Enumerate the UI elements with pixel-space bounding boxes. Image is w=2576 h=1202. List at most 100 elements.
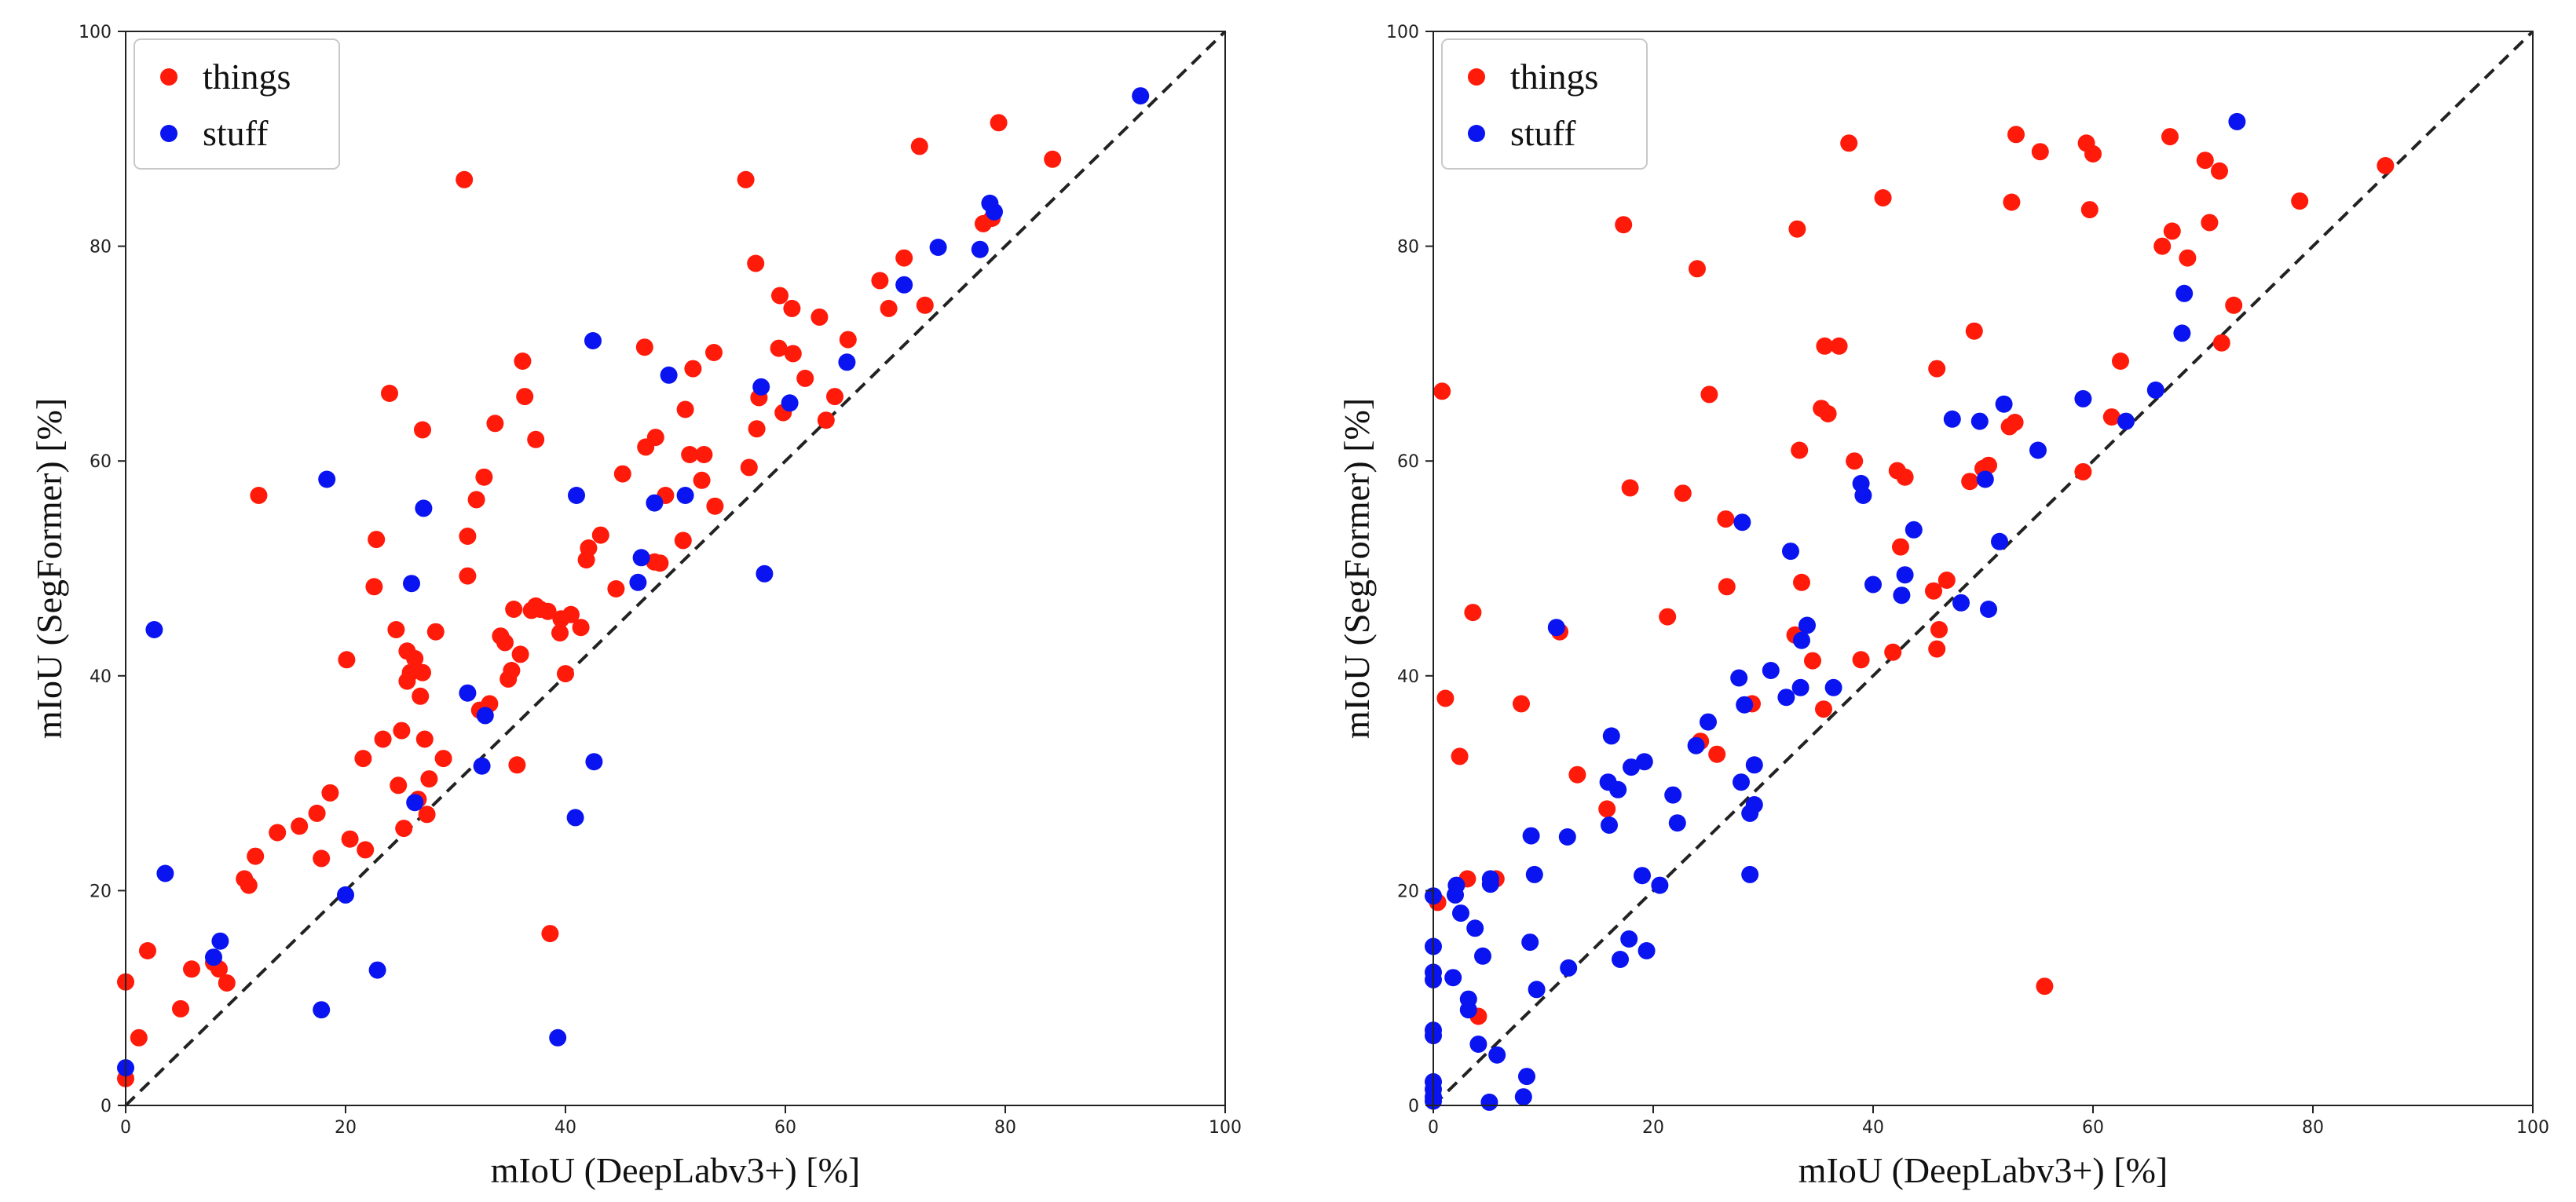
point-things bbox=[1925, 582, 1942, 600]
point-things bbox=[486, 415, 504, 433]
point-things bbox=[459, 528, 477, 545]
point-things bbox=[2211, 162, 2228, 180]
point-stuff bbox=[646, 494, 664, 512]
point-things bbox=[695, 446, 713, 463]
point-things bbox=[496, 634, 514, 652]
point-things bbox=[456, 170, 474, 188]
point-things bbox=[503, 662, 521, 679]
x-tick-label: 100 bbox=[2516, 1118, 2549, 1138]
point-stuff bbox=[1474, 947, 1491, 965]
x-ticks-right: 0 20 40 60 80 100 bbox=[1428, 1105, 2549, 1138]
point-stuff bbox=[1558, 828, 1576, 846]
point-stuff bbox=[1864, 575, 1882, 594]
point-stuff bbox=[1637, 942, 1656, 959]
point-things bbox=[365, 578, 383, 596]
point-things bbox=[2291, 192, 2309, 210]
point-stuff bbox=[1444, 969, 1462, 987]
legend-box bbox=[134, 38, 340, 170]
point-things bbox=[826, 388, 843, 406]
x-axis-title-right: mIoU (DeepLabv3+) [%] bbox=[1798, 1150, 2168, 1190]
point-things bbox=[2031, 143, 2049, 161]
point-things bbox=[459, 567, 477, 585]
point-things bbox=[1791, 441, 1809, 459]
point-things bbox=[420, 770, 438, 788]
point-things bbox=[684, 360, 702, 378]
point-stuff bbox=[1893, 586, 1911, 605]
point-stuff bbox=[1620, 930, 1638, 948]
point-things bbox=[895, 249, 913, 267]
point-stuff bbox=[1700, 713, 1717, 731]
point-things bbox=[810, 308, 829, 326]
point-stuff bbox=[476, 707, 494, 725]
point-stuff bbox=[1651, 876, 1669, 894]
point-things bbox=[770, 339, 788, 357]
points-right bbox=[1425, 112, 2395, 1111]
y-tick-label: 60 bbox=[90, 452, 112, 472]
point-things bbox=[1819, 405, 1837, 422]
point-things bbox=[401, 663, 419, 681]
point-things bbox=[2377, 157, 2395, 174]
point-things bbox=[607, 580, 625, 597]
point-stuff bbox=[1736, 696, 1754, 714]
point-things bbox=[2006, 414, 2024, 431]
point-things bbox=[381, 385, 398, 402]
point-things bbox=[1804, 652, 1821, 670]
point-stuff bbox=[1896, 566, 1914, 584]
point-things bbox=[250, 487, 268, 504]
point-things bbox=[291, 817, 309, 835]
legend-marker-stuff bbox=[1468, 125, 1485, 142]
point-things bbox=[313, 849, 331, 868]
point-things bbox=[676, 400, 694, 418]
point-stuff bbox=[1488, 1046, 1506, 1064]
point-things bbox=[511, 645, 529, 663]
legend-label-stuff: stuff bbox=[1510, 113, 1576, 153]
identity-line-left bbox=[124, 30, 1227, 1107]
point-things bbox=[240, 876, 258, 894]
identity-line-right bbox=[1432, 30, 2534, 1107]
point-things bbox=[1937, 572, 1956, 589]
point-stuff bbox=[1970, 412, 1989, 430]
point-stuff bbox=[660, 366, 678, 384]
point-things bbox=[1615, 216, 1633, 234]
point-things bbox=[1961, 473, 1979, 491]
point-things bbox=[2074, 462, 2092, 480]
point-things bbox=[338, 651, 356, 669]
point-things bbox=[139, 942, 156, 959]
y-tick-label: 60 bbox=[1397, 452, 1419, 472]
point-things bbox=[172, 999, 189, 1017]
point-things bbox=[341, 830, 359, 848]
point-things bbox=[387, 621, 405, 638]
point-things bbox=[415, 730, 434, 748]
point-things bbox=[613, 465, 631, 483]
legend-label-things: things bbox=[203, 57, 291, 97]
point-stuff bbox=[1522, 827, 1540, 845]
point-stuff bbox=[1525, 865, 1543, 883]
point-things bbox=[475, 468, 493, 486]
point-stuff bbox=[415, 499, 433, 517]
point-stuff bbox=[1741, 865, 1759, 883]
point-things bbox=[1815, 700, 1832, 718]
point-stuff bbox=[337, 886, 354, 904]
point-things bbox=[247, 847, 265, 865]
point-things bbox=[218, 974, 236, 992]
point-stuff bbox=[1609, 780, 1627, 798]
point-things bbox=[2196, 152, 2214, 170]
legend-box bbox=[1441, 38, 1648, 170]
point-stuff bbox=[1521, 933, 1539, 952]
point-stuff bbox=[1668, 814, 1686, 832]
point-stuff bbox=[1623, 758, 1640, 776]
point-stuff bbox=[585, 753, 603, 771]
point-things bbox=[580, 539, 598, 557]
point-things bbox=[557, 665, 574, 683]
point-things bbox=[1892, 538, 1909, 556]
point-things bbox=[1621, 479, 1639, 497]
point-things bbox=[374, 730, 392, 748]
point-stuff bbox=[156, 864, 174, 882]
legend-label-things: things bbox=[1510, 57, 1598, 97]
y-axis-title-right: mIoU (SegFormer) [%] bbox=[1337, 398, 1377, 739]
point-stuff bbox=[566, 809, 584, 827]
point-stuff bbox=[1733, 773, 1750, 791]
panel-left: 0 20 40 60 80 100 0 20 40 60 80 100 mIoU… bbox=[29, 23, 1242, 1190]
point-things bbox=[1464, 604, 1482, 622]
